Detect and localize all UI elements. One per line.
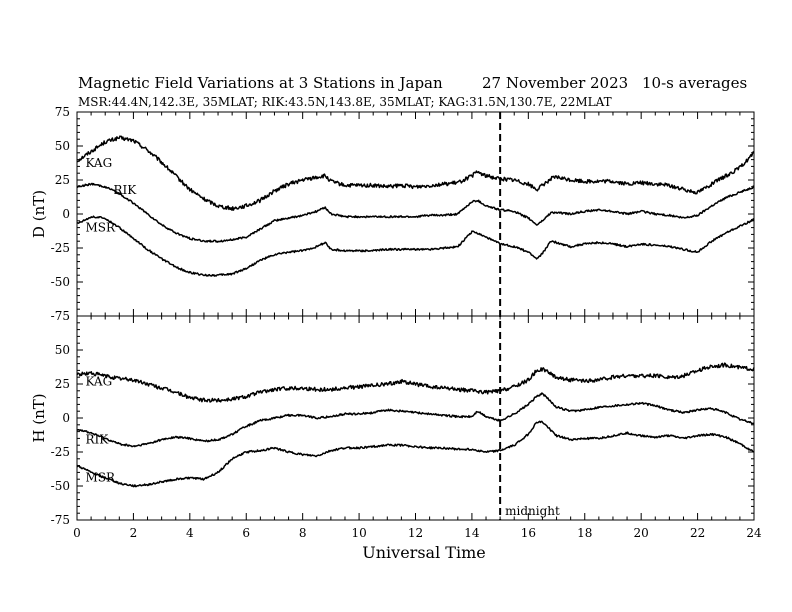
midnight-label: midnight — [505, 504, 560, 518]
y-tick-label: 0 — [62, 411, 70, 425]
stations-info: MSR:44.4N,142.3E, 35MLAT; RIK:43.5N,143.… — [78, 95, 612, 109]
panel-h-ylabel: H (nT) — [30, 393, 48, 442]
y-tick-label: -75 — [51, 513, 70, 527]
series-label-msr: MSR — [85, 471, 116, 485]
chart-date: 27 November 2023 — [482, 74, 628, 92]
x-tick-label: 24 — [746, 526, 762, 540]
panel-d-x-ticks — [76, 112, 755, 316]
y-tick-label: 25 — [55, 173, 70, 187]
series-label-kag: KAG — [85, 375, 112, 389]
panel-h-y-axis: 50 25 0 -25 -50 -75 — [51, 322, 754, 527]
series-line-kag — [76, 362, 755, 403]
y-tick-label: -25 — [51, 445, 70, 459]
panel-d-ylabel: D (nT) — [30, 190, 48, 238]
series-label-rik: RIK — [113, 183, 137, 197]
y-tick-label: -50 — [51, 275, 70, 289]
y-tick-label: 50 — [55, 343, 70, 357]
series-line-msr — [76, 215, 755, 277]
series-line-kag — [76, 135, 755, 211]
x-tick-label: 16 — [521, 526, 536, 540]
y-tick-label: 25 — [55, 377, 70, 391]
panel-h-series: KAG RIK MSR — [76, 362, 755, 488]
x-tick-label: 8 — [299, 526, 307, 540]
panel-d-y-axis: 75 50 25 0 -25 -50 -75 — [51, 105, 754, 323]
y-tick-label: -25 — [51, 241, 70, 255]
y-tick-label: 50 — [55, 139, 70, 153]
x-tick-label: 6 — [242, 526, 250, 540]
chart-title: Magnetic Field Variations at 3 Stations … — [78, 74, 443, 92]
x-tick-label: 10 — [351, 526, 366, 540]
x-tick-label: 0 — [73, 526, 81, 540]
y-tick-label: -75 — [51, 309, 70, 323]
x-tick-label: 14 — [464, 526, 480, 540]
x-tick-label: 2 — [130, 526, 138, 540]
series-line-rik — [76, 392, 755, 448]
panel-h-frame — [76, 315, 755, 521]
y-tick-label: 75 — [55, 105, 70, 119]
series-line-rik — [76, 182, 755, 243]
series-label-rik: RIK — [85, 432, 109, 446]
series-label-kag: KAG — [85, 156, 112, 170]
series-line-msr — [76, 420, 755, 488]
x-tick-label: 18 — [577, 526, 592, 540]
x-tick-label: 12 — [408, 526, 423, 540]
averaging-label: 10-s averages — [642, 74, 747, 92]
x-tick-label: 20 — [634, 526, 649, 540]
x-tick-label: 22 — [690, 526, 705, 540]
y-tick-label: 0 — [62, 207, 70, 221]
series-label-msr: MSR — [85, 220, 116, 234]
x-tick-label: 4 — [186, 526, 194, 540]
y-tick-label: -50 — [51, 479, 70, 493]
panel-h-x-axis: 0 2 4 6 8 10 12 14 16 18 20 22 24 — [73, 316, 762, 540]
x-axis-label: Universal Time — [362, 543, 485, 562]
